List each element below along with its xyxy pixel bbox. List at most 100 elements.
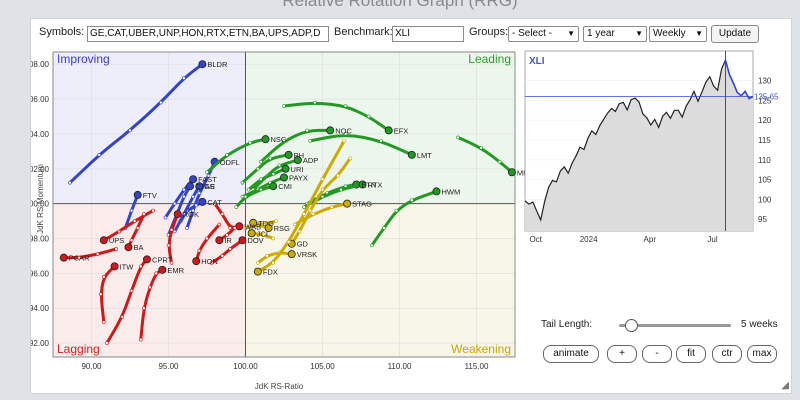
tail-pcar[interactable] <box>59 247 118 262</box>
tail-point <box>102 320 106 324</box>
tail-head-point[interactable] <box>192 257 201 266</box>
tail-ups[interactable] <box>99 208 155 245</box>
tail-head-point[interactable] <box>186 182 195 191</box>
tail-label: ETN <box>361 180 376 189</box>
tail-head-point[interactable] <box>133 190 142 199</box>
tail-head-point[interactable] <box>284 150 293 159</box>
quadrant-improving <box>53 52 246 204</box>
tail-point <box>105 341 109 345</box>
tail-label: TDG <box>258 219 274 228</box>
tail-head-point[interactable] <box>407 150 416 159</box>
tail-head-point[interactable] <box>358 180 367 189</box>
tail-line <box>256 251 294 265</box>
tail-uri[interactable] <box>246 164 290 192</box>
tail-fdx[interactable] <box>253 139 346 276</box>
tail-point <box>197 191 202 195</box>
tail-hwm[interactable] <box>369 187 441 248</box>
tail-point <box>410 198 414 202</box>
tail-point <box>185 226 189 230</box>
symbols-label: Symbols: <box>39 26 85 38</box>
tail-head-point[interactable] <box>261 135 270 144</box>
tail-point <box>220 254 225 258</box>
tail-dov[interactable] <box>209 236 247 265</box>
tail-head-point[interactable] <box>247 229 256 238</box>
tail-head-point[interactable] <box>269 182 278 191</box>
tail-ge[interactable] <box>172 182 204 234</box>
tail-head-point[interactable] <box>158 265 167 274</box>
max-button[interactable]: max <box>747 345 777 363</box>
tail-point <box>228 247 232 251</box>
tail-point <box>479 146 483 150</box>
tail-head-point[interactable] <box>507 168 516 177</box>
tail-line <box>256 139 346 274</box>
tail-point <box>248 140 252 145</box>
tail-mmm[interactable] <box>456 135 516 177</box>
tail-noc[interactable] <box>259 126 335 164</box>
tail-head-point[interactable] <box>343 199 352 208</box>
tail-emr[interactable] <box>138 265 167 342</box>
tail-head-point[interactable] <box>238 236 247 245</box>
resize-handle-icon[interactable]: ◢ <box>781 380 789 391</box>
tail-head-point[interactable] <box>195 182 204 191</box>
tail-head-point[interactable] <box>189 175 198 184</box>
symbols-input[interactable]: GE,CAT,UBER,UNP,HON,RTX,ETN,BA,UPS,ADP,D <box>87 26 329 42</box>
tail-cprt[interactable] <box>105 255 151 345</box>
tail-cmi[interactable] <box>234 182 278 209</box>
tail-head-point[interactable] <box>253 267 262 276</box>
tail-head-point[interactable] <box>198 60 207 69</box>
tail-head-point[interactable] <box>173 210 182 219</box>
tail-head-point[interactable] <box>326 126 335 135</box>
benchmark-input[interactable]: XLI <box>392 26 464 42</box>
tail-head-point[interactable] <box>110 262 119 271</box>
tail-ba[interactable] <box>124 212 146 252</box>
tail-tdg[interactable] <box>249 218 279 227</box>
tail-head-point[interactable] <box>384 126 393 135</box>
tail-head-point[interactable] <box>432 187 441 196</box>
tail-point <box>256 166 260 171</box>
tail-label: HON <box>201 257 218 266</box>
tail-lmt[interactable] <box>308 132 416 159</box>
tail-label: EMR <box>167 266 184 275</box>
fit-button[interactable]: fit <box>676 345 706 363</box>
interval-select[interactable]: Weekly ▼ <box>649 26 707 42</box>
tail-head-point[interactable] <box>215 236 224 245</box>
tail-nsc[interactable] <box>205 135 270 175</box>
tail-head-point[interactable] <box>235 222 244 231</box>
tail-head-point[interactable] <box>287 250 296 259</box>
tail-label: CAT <box>207 198 222 207</box>
tail-length-slider[interactable] <box>619 319 731 332</box>
tail-head-point[interactable] <box>293 156 302 165</box>
groups-select[interactable]: - Select - ▼ <box>508 26 579 42</box>
tail-label: EFX <box>394 126 409 135</box>
tail-efx[interactable] <box>282 100 393 135</box>
tail-point <box>77 255 81 260</box>
tail-head-point[interactable] <box>124 243 133 252</box>
tail-rok[interactable] <box>166 210 182 265</box>
tail-jci[interactable] <box>247 229 276 241</box>
tail-head-point[interactable] <box>249 218 258 227</box>
zoom-out-button[interactable]: - <box>642 345 672 363</box>
animate-button[interactable]: animate <box>543 345 599 363</box>
update-button[interactable]: Update <box>711 25 759 43</box>
tail-length-handle[interactable] <box>625 319 639 332</box>
tail-head-point[interactable] <box>59 253 68 262</box>
tail-head-point[interactable] <box>142 255 151 264</box>
tail-wab[interactable] <box>212 201 244 231</box>
tail-point <box>142 306 146 311</box>
tail-point <box>311 212 316 216</box>
period-select[interactable]: 1 year ▼ <box>583 26 647 42</box>
tail-ph[interactable] <box>240 150 293 185</box>
tail-hon[interactable] <box>192 222 222 266</box>
tail-ir[interactable] <box>215 226 237 245</box>
tail-gd[interactable] <box>287 156 353 248</box>
tail-head-point[interactable] <box>281 164 290 173</box>
tail-itw[interactable] <box>98 262 119 324</box>
tail-label: CTAS <box>195 182 214 191</box>
tail-head-point[interactable] <box>99 236 108 245</box>
page-title: Relative Rotation Graph (RRG) <box>282 0 518 10</box>
zoom-in-button[interactable]: + <box>607 345 637 363</box>
tail-head-point[interactable] <box>279 173 288 182</box>
center-button[interactable]: ctr <box>712 345 742 363</box>
tail-bldr[interactable] <box>68 60 207 185</box>
tail-head-point[interactable] <box>198 197 207 206</box>
